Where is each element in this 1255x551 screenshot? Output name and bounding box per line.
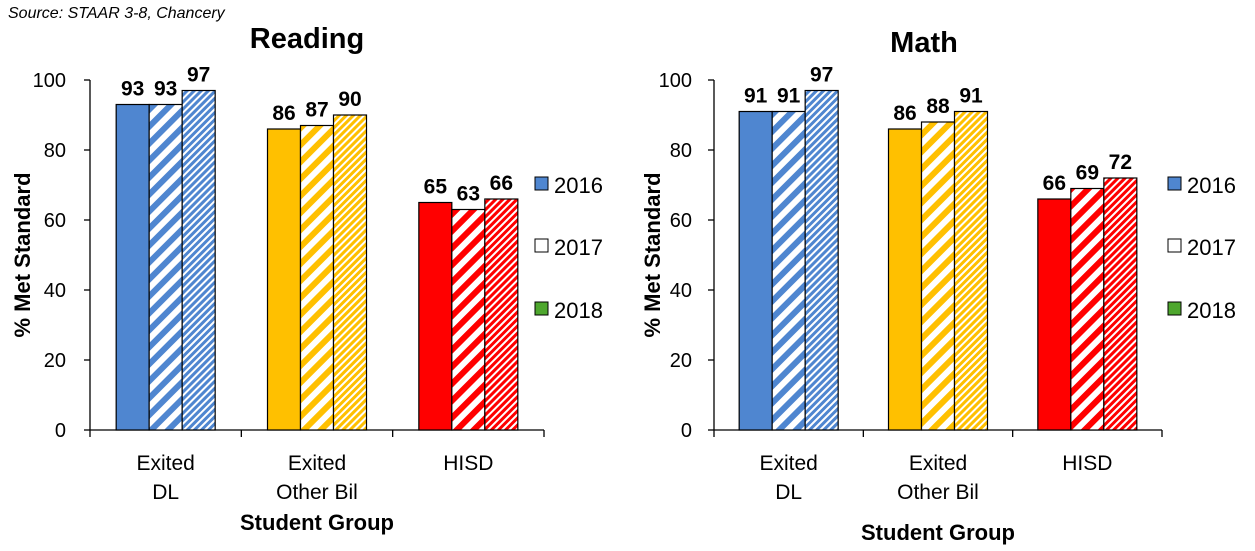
bar-value-label: 72 [1109, 151, 1132, 174]
legend-label: 2016 [554, 173, 603, 198]
bar-value-label: 63 [457, 183, 480, 206]
bar-value-label: 87 [305, 99, 328, 122]
y-tick-label: 100 [659, 70, 692, 92]
bar-2017 [299, 124, 335, 431]
bar-2016 [738, 110, 773, 431]
bar-value-label: 66 [1043, 172, 1066, 195]
bar-value-label: 91 [777, 85, 801, 108]
bar-2016 [887, 128, 923, 431]
category-label: HISD [1062, 452, 1112, 475]
bar-value-label: 86 [272, 102, 295, 125]
bar-2018 [804, 89, 839, 431]
category-label: Exited [759, 452, 817, 475]
legend-swatch [534, 238, 549, 253]
bar-2016 [418, 201, 453, 431]
category-label: HISD [443, 452, 493, 475]
bar-value-label: 93 [154, 78, 177, 101]
bar-2017 [1070, 187, 1105, 431]
category-label: Exited [136, 452, 194, 475]
legend-swatch [534, 301, 549, 316]
category-label: Exited [288, 452, 346, 475]
y-tick-label: 80 [670, 140, 692, 162]
chart-title: Reading [250, 23, 364, 55]
bar-value-label: 65 [424, 176, 448, 199]
bar-value-label: 69 [1076, 162, 1099, 185]
x-axis-label: Student Group [861, 520, 1015, 545]
legend-label: 2017 [554, 235, 603, 260]
bar-value-label: 88 [926, 95, 950, 118]
bar-2017 [148, 103, 183, 431]
legend-label: 2018 [554, 298, 603, 323]
bar-value-label: 66 [490, 172, 513, 195]
y-tick-label: 0 [55, 420, 66, 442]
bar-2016 [1037, 198, 1072, 431]
category-label: DL [775, 481, 802, 504]
legend-label: 2018 [1187, 298, 1236, 323]
source-note: Source: STAAR 3-8, Chancery [8, 5, 225, 22]
bar-2018 [1103, 177, 1138, 431]
y-tick-label: 40 [670, 280, 692, 302]
category-label: DL [152, 481, 179, 504]
bar-value-label: 91 [959, 85, 983, 108]
bar-2018 [484, 198, 519, 431]
y-tick-label: 0 [681, 420, 692, 442]
bar-2016 [115, 103, 150, 431]
y-tick-label: 20 [670, 350, 692, 372]
bar-value-label: 97 [810, 64, 833, 87]
bar-2017 [451, 208, 486, 431]
legend-swatch [1167, 238, 1182, 253]
y-tick-label: 40 [44, 280, 66, 302]
chart-title: Math [890, 27, 958, 59]
y-tick-label: 20 [44, 350, 66, 372]
y-axis-label: % Met Standard [640, 172, 665, 337]
y-tick-label: 60 [44, 210, 66, 232]
bar-value-label: 91 [744, 85, 768, 108]
bar-2017 [771, 110, 806, 431]
bar-value-label: 86 [893, 102, 916, 125]
legend-swatch [1167, 301, 1182, 316]
y-tick-label: 80 [44, 140, 66, 162]
bar-2018 [332, 114, 368, 431]
legend-swatch [534, 176, 549, 191]
bar-2017 [920, 121, 956, 431]
bar-2016 [266, 128, 302, 431]
x-axis-label: Student Group [240, 510, 394, 535]
y-axis-label: % Met Standard [10, 172, 35, 337]
y-tick-label: 100 [33, 70, 66, 92]
category-label: Other Bil [276, 481, 358, 504]
legend-swatch [1167, 176, 1182, 191]
legend-label: 2016 [1187, 173, 1236, 198]
bar-value-label: 90 [338, 88, 361, 111]
y-tick-label: 60 [670, 210, 692, 232]
bar-value-label: 93 [121, 78, 144, 101]
category-label: Exited [909, 452, 967, 475]
bar-2018 [953, 110, 989, 431]
legend-label: 2017 [1187, 235, 1236, 260]
bar-value-label: 97 [187, 64, 210, 87]
bar-2018 [181, 89, 216, 431]
category-label: Other Bil [897, 481, 979, 504]
